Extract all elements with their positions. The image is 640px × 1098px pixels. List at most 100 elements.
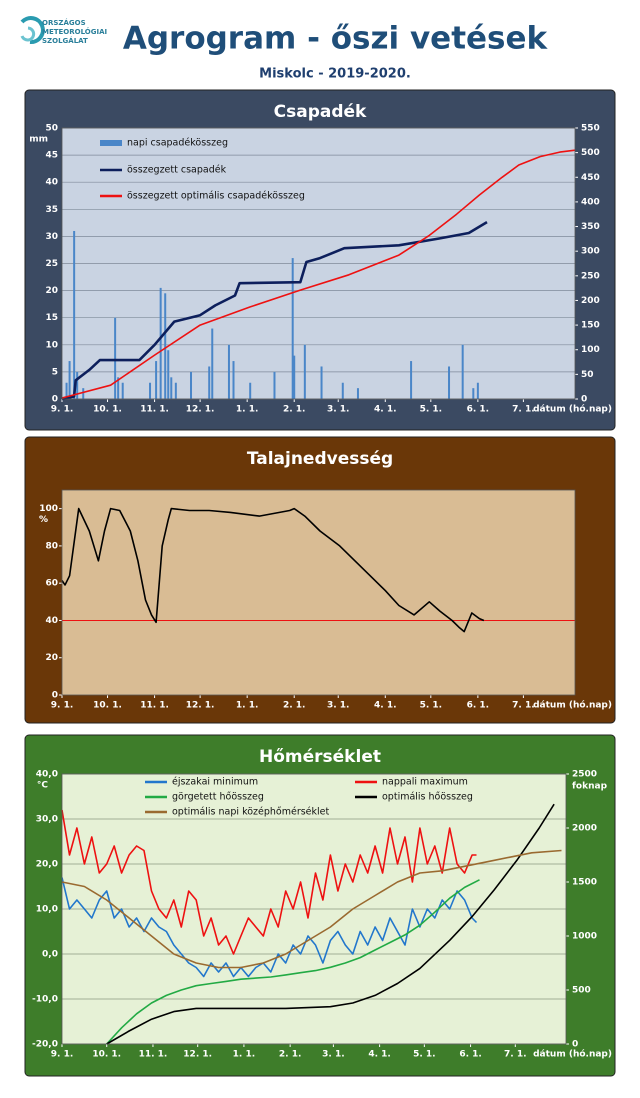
y-tick-label: 20	[45, 653, 58, 663]
bar	[76, 371, 79, 399]
x-tick-label: 12. 1.	[186, 405, 215, 415]
x-tick-label: 5. 1.	[420, 701, 443, 711]
bar	[232, 361, 235, 399]
y2-tick-label: 200	[581, 296, 600, 306]
bar	[121, 382, 124, 399]
y-tick-label: 40	[45, 616, 58, 626]
bar	[472, 388, 475, 399]
bar	[410, 361, 413, 399]
y2-tick-label: 0	[581, 395, 587, 405]
y-tick-label: 20	[45, 286, 58, 296]
x-axis-label: dátum (hó.nap)	[533, 1049, 612, 1060]
x-tick-label: 6. 1.	[467, 405, 490, 415]
y2-tick-label: 100	[581, 345, 600, 355]
x-tick-label: 2. 1.	[283, 405, 306, 415]
x-tick-label: 4. 1.	[374, 405, 397, 415]
legend-label: összegzett csapadék	[127, 165, 227, 176]
page-subtitle: Miskolc - 2019-2020.	[259, 67, 411, 82]
y2-tick-label: 0	[572, 1040, 578, 1050]
bar	[291, 258, 294, 399]
bar	[164, 293, 167, 399]
x-tick-label: 7. 1.	[512, 701, 535, 711]
x-tick-label: 12. 1.	[186, 701, 215, 711]
x-tick-label: 1. 1.	[236, 701, 259, 711]
x-tick-label: 10. 1.	[93, 701, 122, 711]
x-tick-label: 11. 1.	[140, 405, 169, 415]
y-tick-label: 10,0	[36, 905, 58, 915]
x-tick-label: 4. 1.	[368, 1050, 391, 1060]
x-axis-label: dátum (hó.nap)	[533, 404, 612, 415]
plot-border	[61, 127, 576, 400]
x-tick-label: 1. 1.	[236, 405, 259, 415]
line	[61, 220, 488, 401]
bar	[356, 388, 359, 399]
bar	[190, 371, 193, 399]
y-tick-label: 40,0	[36, 770, 58, 780]
y2-tick-label: 450	[581, 173, 600, 183]
bar	[208, 366, 211, 399]
x-tick-label: 3. 1.	[322, 1050, 345, 1060]
y-tick-label: 0	[52, 395, 58, 405]
y2-tick-label: 2000	[572, 824, 597, 834]
x-tick-label: 6. 1.	[459, 1050, 482, 1060]
plot-area	[62, 490, 575, 695]
y-tick-label: 50	[45, 124, 58, 134]
bar	[68, 361, 71, 399]
bar	[273, 371, 276, 399]
x-tick-label: 2. 1.	[279, 1050, 302, 1060]
bar	[448, 366, 451, 399]
y-tick-label: 0	[52, 691, 58, 701]
y-tick-label: 35	[45, 205, 58, 215]
logo-text: ORSZÁGOS	[42, 18, 86, 27]
y-tick-label: -20,0	[32, 1040, 58, 1050]
line	[61, 877, 478, 978]
logo-text: METEOROLÓGIAI	[42, 27, 107, 36]
y-tick-label: 25	[45, 259, 58, 269]
legend-label: görgetett hőösszeg	[172, 792, 264, 803]
bar	[114, 317, 117, 399]
y2-tick-label: 550	[581, 124, 600, 134]
bar	[174, 382, 177, 399]
x-tick-label: 10. 1.	[92, 1050, 121, 1060]
x-tick-label: 10. 1.	[93, 405, 122, 415]
logo-swirl	[20, 16, 45, 45]
y2-tick-label: 350	[581, 222, 600, 232]
bar	[476, 382, 479, 399]
chart-title: Hőmérséklet	[259, 747, 381, 767]
bar	[461, 344, 464, 399]
line	[61, 849, 562, 969]
bar	[73, 230, 76, 399]
y-tick-label: 45	[45, 151, 58, 161]
legend-label: nappali maximum	[382, 777, 468, 788]
y-tick-label: -10,0	[32, 995, 58, 1005]
y-tick-label: 0,0	[42, 950, 58, 960]
y2-tick-label: 250	[581, 271, 600, 281]
x-tick-label: 11. 1.	[140, 701, 169, 711]
legend-label: összegzett optimális csapadékösszeg	[127, 191, 305, 202]
bar	[117, 377, 120, 399]
y2-tick-label: 2500	[572, 770, 597, 780]
y-tick-label: 40	[45, 178, 58, 188]
x-tick-label: 4. 1.	[374, 701, 397, 711]
logo-text: SZOLGÁLAT	[42, 36, 88, 45]
y-tick-label: 100	[39, 504, 58, 514]
bar	[227, 344, 230, 399]
line	[106, 879, 480, 1045]
x-tick-label: 11. 1.	[139, 1050, 168, 1060]
logo-swirl	[20, 26, 36, 42]
x-tick-label: 7. 1.	[512, 405, 535, 415]
x-tick-label: 9. 1.	[51, 1050, 74, 1060]
chart-title: Csapadék	[274, 102, 367, 122]
x-tick-label: 3. 1.	[327, 701, 350, 711]
plot-border	[61, 489, 576, 696]
y2-tick-label: 1500	[572, 878, 597, 888]
legend-label: optimális hőösszeg	[382, 792, 473, 803]
x-axis-label: dátum (hó.nap)	[533, 700, 612, 711]
legend-label: napi csapadékösszeg	[127, 138, 228, 149]
y2-tick-label: 1000	[572, 932, 597, 942]
y2-tick-label: 500	[581, 148, 600, 158]
y-tick-label: 80	[45, 541, 58, 551]
y-tick-label: 30,0	[36, 815, 58, 825]
y-tick-label: 60	[45, 579, 58, 589]
